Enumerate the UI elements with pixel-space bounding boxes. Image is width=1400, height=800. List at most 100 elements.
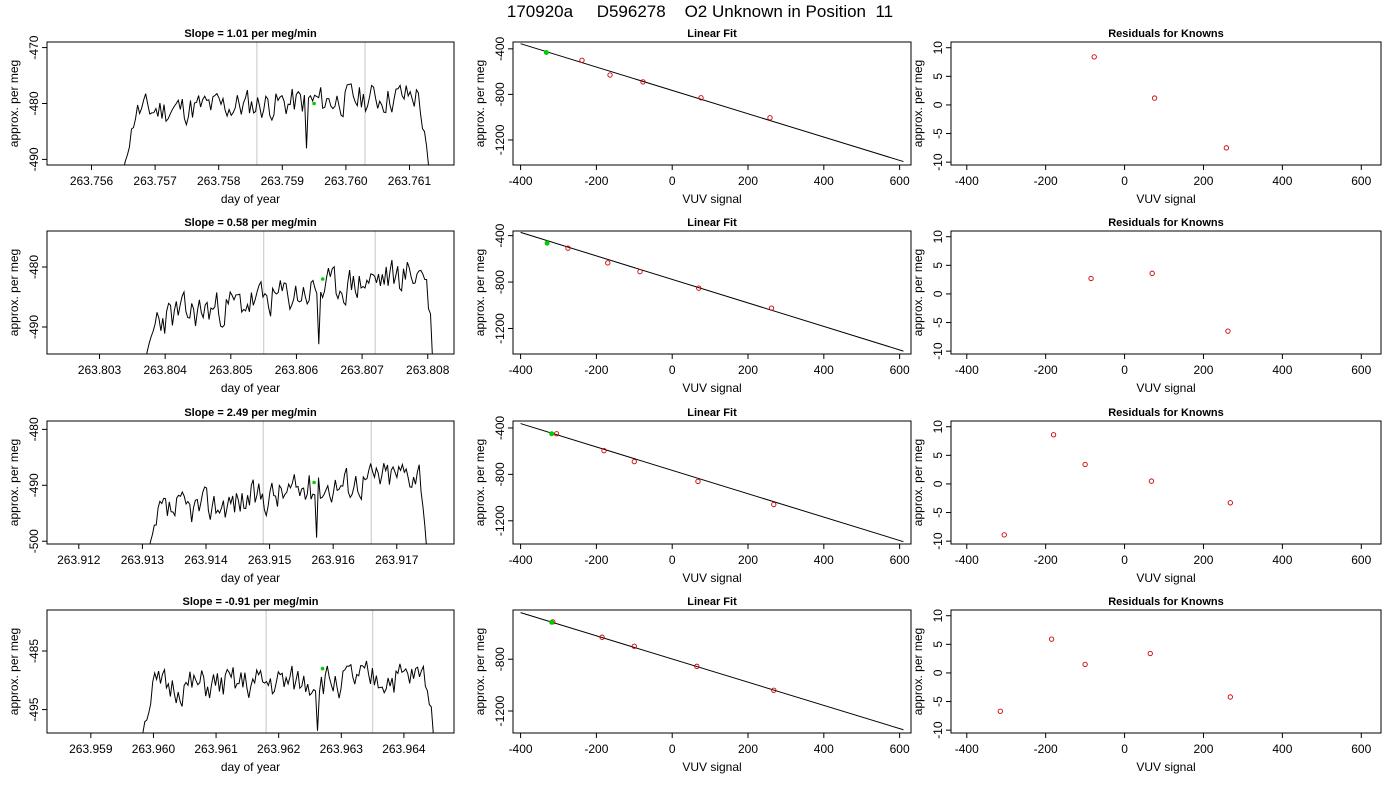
y-axis-label: approx. per meg bbox=[473, 439, 487, 526]
x-tick-label: 200 bbox=[1193, 553, 1213, 567]
y-tick-label: -495 bbox=[27, 697, 41, 721]
panel-resid-row-2: Residuals for Knowns -400 -200 0 200 400 600 10… bbox=[911, 217, 1382, 395]
x-tick-label: 200 bbox=[738, 742, 758, 756]
y-tick-label: 10 bbox=[931, 230, 945, 244]
known-standard-point bbox=[579, 57, 585, 63]
signal-trace bbox=[142, 660, 434, 733]
y-tick-label: -480 bbox=[27, 417, 41, 441]
x-tick-label: -400 bbox=[955, 174, 979, 188]
x-tick-label: 600 bbox=[1351, 174, 1371, 188]
x-tick-label: 0 bbox=[1121, 174, 1128, 188]
residual-point bbox=[1091, 54, 1097, 60]
plot-frame bbox=[512, 420, 912, 545]
x-tick-label: -400 bbox=[509, 553, 533, 567]
plot-frame bbox=[950, 41, 1382, 166]
x-tick-label: 263.759 bbox=[261, 174, 305, 188]
x-axis-label: VUV signal bbox=[682, 381, 741, 395]
y-tick-label: -5 bbox=[931, 696, 945, 707]
x-tick-label: -400 bbox=[955, 553, 979, 567]
x-tick-label: 263.808 bbox=[406, 363, 450, 377]
y-tick-label: -5 bbox=[931, 507, 945, 518]
y-tick-label: -5 bbox=[931, 128, 945, 139]
panel-resid-row-1: Residuals for Knowns -400 -200 0 200 400 600 10… bbox=[911, 28, 1382, 206]
y-axis-label: approx. per meg bbox=[911, 60, 925, 147]
x-axis-label: VUV signal bbox=[1136, 571, 1195, 585]
x-tick-label: 400 bbox=[814, 553, 834, 567]
x-tick-label: 263.959 bbox=[69, 742, 113, 756]
x-tick-label: 200 bbox=[738, 174, 758, 188]
x-tick-label: 200 bbox=[1193, 363, 1213, 377]
x-tick-label: 263.914 bbox=[184, 553, 228, 567]
y-tick-label: -10 bbox=[931, 721, 945, 739]
signal-trace bbox=[146, 260, 433, 354]
x-tick-label: 263.756 bbox=[70, 174, 114, 188]
x-tick-label: 400 bbox=[814, 174, 834, 188]
residual-point bbox=[1151, 95, 1158, 101]
y-tick-label: -490 bbox=[27, 315, 41, 339]
panel-title: Linear Fit bbox=[687, 217, 737, 229]
x-tick-label: 600 bbox=[890, 363, 910, 377]
signal-trace bbox=[123, 83, 430, 165]
y-tick-label: -800 bbox=[493, 462, 507, 486]
y-tick-label: -10 bbox=[931, 532, 945, 550]
panel-title: Linear Fit bbox=[687, 28, 737, 40]
y-axis-label: approx. per meg bbox=[911, 628, 925, 715]
x-tick-label: 0 bbox=[669, 363, 676, 377]
y-axis-label: approx. per meg bbox=[911, 249, 925, 336]
panel-resid-row-4: Residuals for Knowns -400 -200 0 200 400 600 10… bbox=[911, 596, 1382, 774]
plot-area bbox=[520, 423, 904, 543]
x-axis-label: VUV signal bbox=[682, 571, 741, 585]
residual-point bbox=[1048, 636, 1055, 642]
y-tick-label: -1200 bbox=[493, 505, 507, 536]
plot-area bbox=[1091, 54, 1230, 151]
x-tick-label: 263.912 bbox=[57, 553, 101, 567]
reference-marker bbox=[320, 666, 325, 671]
x-tick-label: 600 bbox=[890, 174, 910, 188]
y-tick-label: -500 bbox=[27, 529, 41, 553]
y-tick-label: 10 bbox=[931, 41, 945, 55]
residual-point bbox=[1001, 532, 1007, 538]
x-tick-label: -200 bbox=[584, 363, 608, 377]
known-standard-point bbox=[605, 260, 611, 266]
x-tick-label: 600 bbox=[890, 742, 910, 756]
panel-title: Residuals for Knowns bbox=[1108, 217, 1224, 229]
plot-area bbox=[1088, 270, 1231, 334]
known-standard-point bbox=[607, 72, 613, 78]
panel-fit-row-4: Linear Fit -400 -200 0 200 400 600 -800 -1200 VUV… bbox=[473, 596, 912, 774]
plot-area bbox=[520, 43, 904, 163]
panel-resid-row-3: Residuals for Knowns -400 -200 0 200 400 600 10… bbox=[911, 407, 1382, 585]
y-tick-label: -400 bbox=[493, 416, 507, 440]
plot-area bbox=[1001, 432, 1233, 538]
plot-frame bbox=[512, 230, 912, 355]
x-tick-label: 263.960 bbox=[132, 742, 176, 756]
y-tick-label: 10 bbox=[931, 609, 945, 623]
residual-point bbox=[1225, 328, 1231, 334]
x-tick-label: 263.915 bbox=[248, 553, 292, 567]
plot-area bbox=[997, 636, 1233, 714]
x-tick-label: 0 bbox=[1121, 553, 1128, 567]
plot-area bbox=[149, 421, 427, 544]
y-axis-label: approx. per meg bbox=[473, 249, 487, 336]
known-standard-point bbox=[565, 245, 571, 251]
known-standard-point bbox=[631, 643, 637, 649]
residual-point bbox=[997, 708, 1003, 714]
y-tick-label: -490 bbox=[27, 147, 41, 171]
x-tick-label: 400 bbox=[1272, 174, 1292, 188]
plot-area bbox=[520, 612, 904, 731]
residual-point bbox=[1149, 270, 1155, 276]
known-standard-point bbox=[637, 268, 643, 275]
y-tick-label: -480 bbox=[27, 255, 41, 279]
fit-line bbox=[520, 231, 904, 352]
reference-point bbox=[544, 240, 550, 246]
known-standard-point bbox=[694, 663, 700, 669]
known-standard-point bbox=[640, 79, 646, 85]
y-tick-label: 0 bbox=[931, 669, 945, 676]
y-tick-label: 5 bbox=[931, 452, 945, 459]
x-tick-label: -200 bbox=[584, 553, 608, 567]
x-tick-label: 200 bbox=[1193, 742, 1213, 756]
x-axis-label: VUV signal bbox=[682, 760, 741, 774]
y-tick-label: -1200 bbox=[493, 124, 507, 155]
y-tick-label: 0 bbox=[931, 480, 945, 487]
x-tick-label: 263.963 bbox=[320, 742, 364, 756]
x-tick-label: 400 bbox=[1272, 742, 1292, 756]
